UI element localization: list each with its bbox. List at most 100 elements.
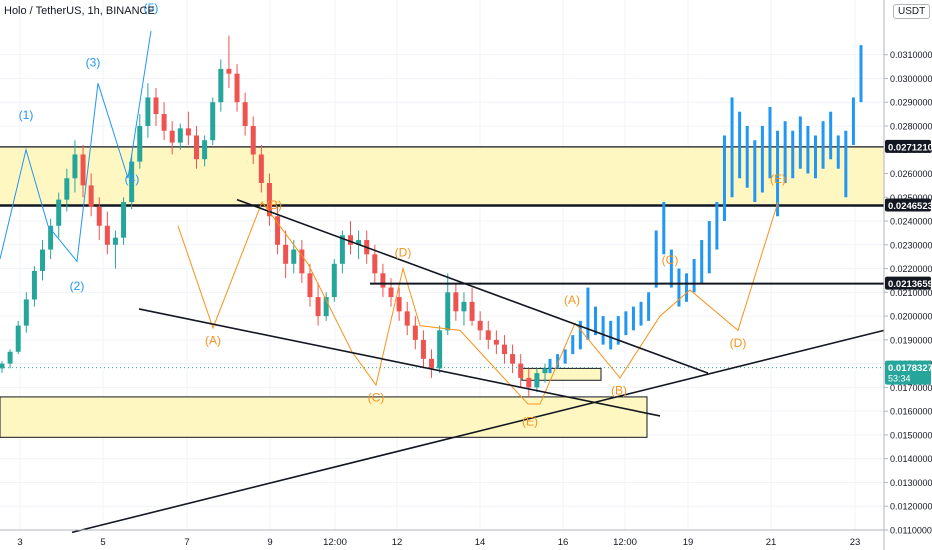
candle [291,249,297,264]
y-tick-label: 0.0260000 [890,169,932,179]
x-tick-label: 7 [184,537,189,548]
projection-bar [563,349,567,364]
price-label-box [885,198,931,212]
candle [121,202,127,238]
y-tick-label: 0.0230000 [890,240,932,250]
trend-line[interactable] [71,329,885,534]
target-box [521,367,602,381]
candle [404,311,410,326]
price-axis [884,0,932,550]
y-tick-label: 0.0300000 [890,74,932,84]
candle [185,128,191,136]
candle [242,102,248,126]
projection-bar [700,240,704,283]
candle [177,128,183,143]
projection-bar [647,292,651,321]
candle [347,235,353,245]
candle [380,273,386,288]
y-tick-label: 0.0160000 [890,407,932,417]
candle [96,206,102,226]
candle [64,178,70,200]
projection-bar [715,202,719,250]
projection-bar [578,320,582,350]
candle [194,135,200,160]
candle [250,125,256,155]
wave-label: (2) [70,279,85,293]
wave-label: (A) [564,293,580,307]
x-tick-label: 19 [683,537,694,548]
projection-bar [753,140,757,203]
candle [453,292,459,312]
x-tick-label: 14 [475,537,486,548]
candle [40,249,46,271]
trend-line[interactable] [138,308,661,417]
projection-bar [707,221,711,274]
projection-bar [821,121,825,169]
candle [31,270,37,300]
projection-bar [806,125,810,174]
projection-bar [844,130,848,198]
projection-bar [692,259,696,293]
wave-label: (5) [144,1,159,15]
y-tick-label: 0.0130000 [890,478,932,488]
price-label: 0.0178327 [888,363,932,374]
candle [299,249,305,274]
wave-label: (D) [395,246,412,260]
projection-bar [624,311,628,336]
wave-label: (D) [730,336,747,350]
price-label-box [885,276,931,290]
y-tick-label: 0.0190000 [890,335,932,345]
wave-label: (B) [266,198,282,212]
currency-badge[interactable]: USDT [893,4,931,19]
wave-label: (E) [770,172,786,186]
projection-bar [677,268,681,307]
candle [218,68,224,103]
wave-label: (C) [368,391,385,405]
candle [161,114,167,131]
y-tick-label: 0.0110000 [890,526,932,536]
projection-bar [586,287,590,340]
elliott-wave-correction [177,200,779,405]
candle [104,225,110,245]
candle [372,254,378,274]
candle [137,125,143,162]
projection-bar [556,354,560,369]
candle [56,199,62,226]
projection-bar [548,358,552,374]
candle [429,358,435,369]
y-tick-label: 0.0140000 [890,454,932,464]
candle [112,237,118,245]
projection-bar [768,106,772,179]
price-label: 0.0213659 [888,279,932,290]
countdown-label: 53:34 [888,374,911,384]
candle [323,297,329,317]
candle [469,301,475,321]
candle [315,297,321,317]
candle [461,301,467,312]
candle [0,363,5,369]
projection-bar [654,230,658,288]
projection-bar [669,249,673,288]
y-tick-label: 0.0240000 [890,217,932,227]
candle [526,377,532,388]
x-tick-label: 12:00 [613,537,637,548]
candle [477,320,483,331]
candle [234,73,240,103]
projection-bar [639,301,643,326]
projection-bar [829,111,833,160]
trend-line[interactable] [236,198,709,374]
projection-bar [601,316,605,345]
projection-bar [836,135,840,169]
wave-label: (B) [611,384,627,398]
projection-bar [738,111,742,179]
candle [266,183,272,217]
projection-bar [730,97,734,198]
candle [202,140,208,160]
projection-bar [859,45,863,103]
projection-bar [745,125,749,188]
candle [283,244,289,264]
y-tick-label: 0.0250000 [890,193,932,203]
candle [518,363,524,378]
price-label-box [885,139,931,153]
